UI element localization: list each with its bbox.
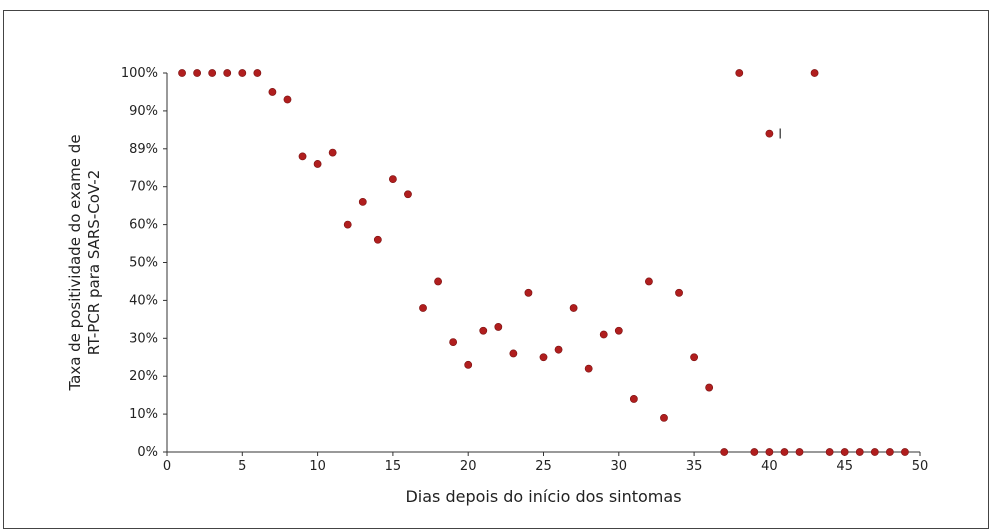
data-point xyxy=(690,353,698,362)
data-point xyxy=(388,175,397,184)
y-axis-title-line-2: RT-PCR para SARS-CoV-2 xyxy=(85,170,103,356)
x-axis-title: Dias depois do início dos sintomas xyxy=(405,487,681,506)
data-point xyxy=(855,448,864,456)
data-point xyxy=(735,69,744,77)
data-point xyxy=(765,448,774,456)
x-tick-label: 40 xyxy=(761,459,778,474)
annotations: l xyxy=(778,128,782,143)
data-point xyxy=(885,448,894,456)
data-point xyxy=(193,69,202,77)
x-tick-label: 10 xyxy=(309,459,326,474)
data-point xyxy=(750,448,759,456)
x-tick-labels: 0 5 10 15 20 25 30 35 40 45 50 xyxy=(163,452,928,474)
data-point xyxy=(675,288,683,297)
data-point xyxy=(599,330,608,339)
y-tick-label: 60% xyxy=(129,218,158,233)
data-point xyxy=(283,95,292,104)
point-annotation: l xyxy=(778,128,782,143)
x-tick-label: 50 xyxy=(912,459,929,474)
data-point xyxy=(660,413,668,422)
data-point xyxy=(358,197,367,206)
data-point xyxy=(539,353,548,362)
y-tick-label: 70% xyxy=(129,180,158,195)
data-point xyxy=(464,360,473,369)
data-point xyxy=(840,448,849,456)
x-tick-label: 5 xyxy=(238,459,246,474)
data-point xyxy=(870,448,879,456)
y-tick-label: 90% xyxy=(129,104,158,119)
data-point xyxy=(509,349,518,358)
y-tick-label: 10% xyxy=(129,407,158,422)
data-points xyxy=(178,69,909,456)
data-point xyxy=(178,69,186,77)
data-point xyxy=(253,69,262,77)
data-point xyxy=(720,448,729,456)
data-point xyxy=(298,152,307,161)
data-point xyxy=(705,383,714,392)
y-tick-label: 20% xyxy=(129,369,158,384)
data-point xyxy=(554,345,563,354)
data-point xyxy=(645,277,653,286)
data-point xyxy=(494,323,503,331)
data-point xyxy=(223,69,232,77)
data-point xyxy=(614,326,623,335)
data-point xyxy=(584,364,593,373)
data-point xyxy=(765,129,774,138)
data-point xyxy=(449,338,458,346)
chart-axes xyxy=(166,73,920,453)
y-tick-label: 30% xyxy=(129,331,158,346)
data-point xyxy=(810,69,819,77)
x-tick-label: 15 xyxy=(385,459,402,474)
data-point xyxy=(238,69,247,77)
data-point xyxy=(328,148,337,157)
data-point xyxy=(434,277,442,286)
data-point xyxy=(524,288,533,297)
data-point xyxy=(208,69,217,77)
data-point xyxy=(268,88,277,96)
data-point xyxy=(343,220,352,229)
data-point xyxy=(795,448,804,456)
data-point xyxy=(313,160,322,168)
y-tick-label: 50% xyxy=(129,256,158,271)
data-point xyxy=(569,304,578,312)
data-point xyxy=(629,395,638,403)
y-tick-label: 89% xyxy=(129,142,158,157)
x-tick-label: 30 xyxy=(611,459,628,474)
y-tick-labels: 0% 10% 20% 30% 40% 50% 60% 70% 89% 90% 100% xyxy=(121,66,167,460)
data-point xyxy=(419,304,427,312)
x-tick-label: 20 xyxy=(460,459,477,474)
data-point xyxy=(479,326,488,335)
data-point xyxy=(373,235,382,244)
y-tick-label: 100% xyxy=(121,66,158,81)
y-tick-label: 40% xyxy=(129,293,158,308)
data-point xyxy=(404,190,412,199)
x-tick-label: 45 xyxy=(836,459,853,474)
y-tick-label: 0% xyxy=(137,445,158,460)
x-tick-label: 0 xyxy=(163,459,171,474)
data-point xyxy=(780,448,789,456)
x-tick-label: 25 xyxy=(535,459,552,474)
y-axis-title-line-1: Taxa de positividade do exame de xyxy=(66,134,84,391)
data-point xyxy=(901,448,909,456)
x-tick-label: 35 xyxy=(686,459,703,474)
data-point xyxy=(825,448,834,456)
